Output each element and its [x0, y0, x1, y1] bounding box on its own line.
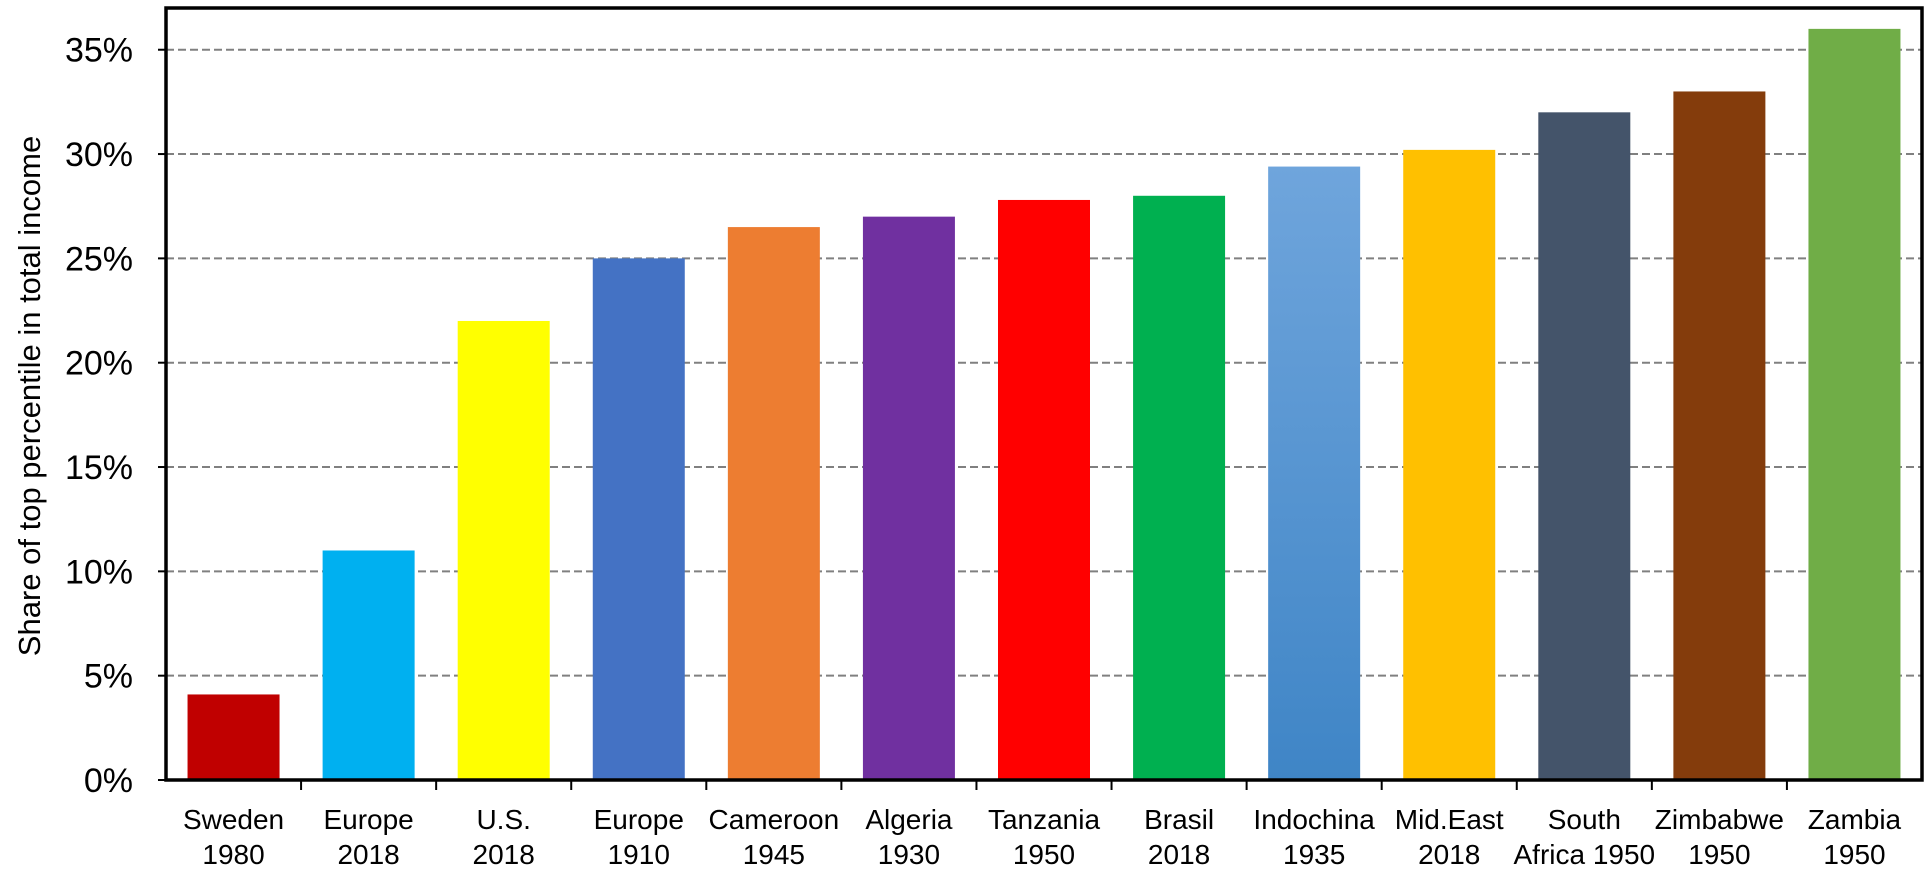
x-category-label: 1950 [1688, 839, 1750, 870]
x-category-label: 1935 [1283, 839, 1345, 870]
x-category-label: Zambia [1808, 804, 1902, 835]
x-category-label: Mid.East [1395, 804, 1504, 835]
x-category-label: South [1548, 804, 1621, 835]
bar-europe-2018 [322, 550, 415, 780]
x-category-label: Africa 1950 [1513, 839, 1655, 870]
x-category-label: 2018 [473, 839, 535, 870]
bar-indochina-1935 [1268, 166, 1361, 780]
x-category-label: U.S. [476, 804, 530, 835]
x-category-label: 2018 [337, 839, 399, 870]
y-tick-label: 15% [65, 449, 133, 487]
y-tick-label: 20% [65, 345, 133, 383]
bar-cameroon-1945 [727, 227, 820, 781]
x-category-label: Europe [323, 804, 413, 835]
x-category-label: 2018 [1148, 839, 1210, 870]
bar-tanzania-1950 [998, 199, 1090, 780]
x-category-label: 1980 [202, 839, 264, 870]
y-tick-label: 30% [65, 136, 133, 174]
bar-europe-1910 [592, 258, 685, 780]
x-category-label: Cameroon [708, 804, 839, 835]
x-axis-category-labels: Sweden 1980 Europe 2018 U.S. 2018 Europe 1910 Ca… [183, 780, 1902, 870]
bar-algeria-1930 [862, 216, 955, 780]
y-tick-label: 10% [65, 553, 133, 591]
x-category-label: Europe [594, 804, 684, 835]
bar-sweden-1980 [187, 694, 280, 780]
bar-zambia-1950 [1808, 28, 1901, 780]
x-category-label: 1950 [1823, 839, 1885, 870]
x-category-label: 1950 [1013, 839, 1075, 870]
x-category-label: 1945 [743, 839, 805, 870]
y-tick-label: 35% [65, 32, 133, 70]
x-category-label: 2018 [1418, 839, 1480, 870]
bars [187, 28, 1901, 781]
x-category-label: Brasil [1144, 804, 1214, 835]
x-category-label: 1930 [878, 839, 940, 870]
bar-south-africa-1950 [1538, 112, 1631, 780]
x-category-label: Indochina [1253, 804, 1375, 835]
y-tick-label: 5% [84, 658, 133, 696]
y-tick-label: 25% [65, 240, 133, 278]
x-category-label: Zimbabwe [1655, 804, 1784, 835]
bar-u-s-2018 [457, 320, 550, 780]
bar-mid-east-2018 [1403, 149, 1496, 780]
x-category-label: Algeria [865, 804, 953, 835]
x-category-label: Sweden [183, 804, 284, 835]
x-category-label: 1910 [608, 839, 670, 870]
bar-zimbabwe-1950 [1673, 91, 1766, 780]
y-tick-label: 0% [84, 762, 133, 800]
x-category-label: Tanzania [988, 804, 1101, 835]
y-axis-tick-labels: 0% 5% 10% 15% 20% 25% 30% 35% [65, 32, 133, 800]
y-axis-title: Share of top percentile in total income [12, 136, 47, 656]
bar-brasil-2018 [1133, 195, 1226, 780]
